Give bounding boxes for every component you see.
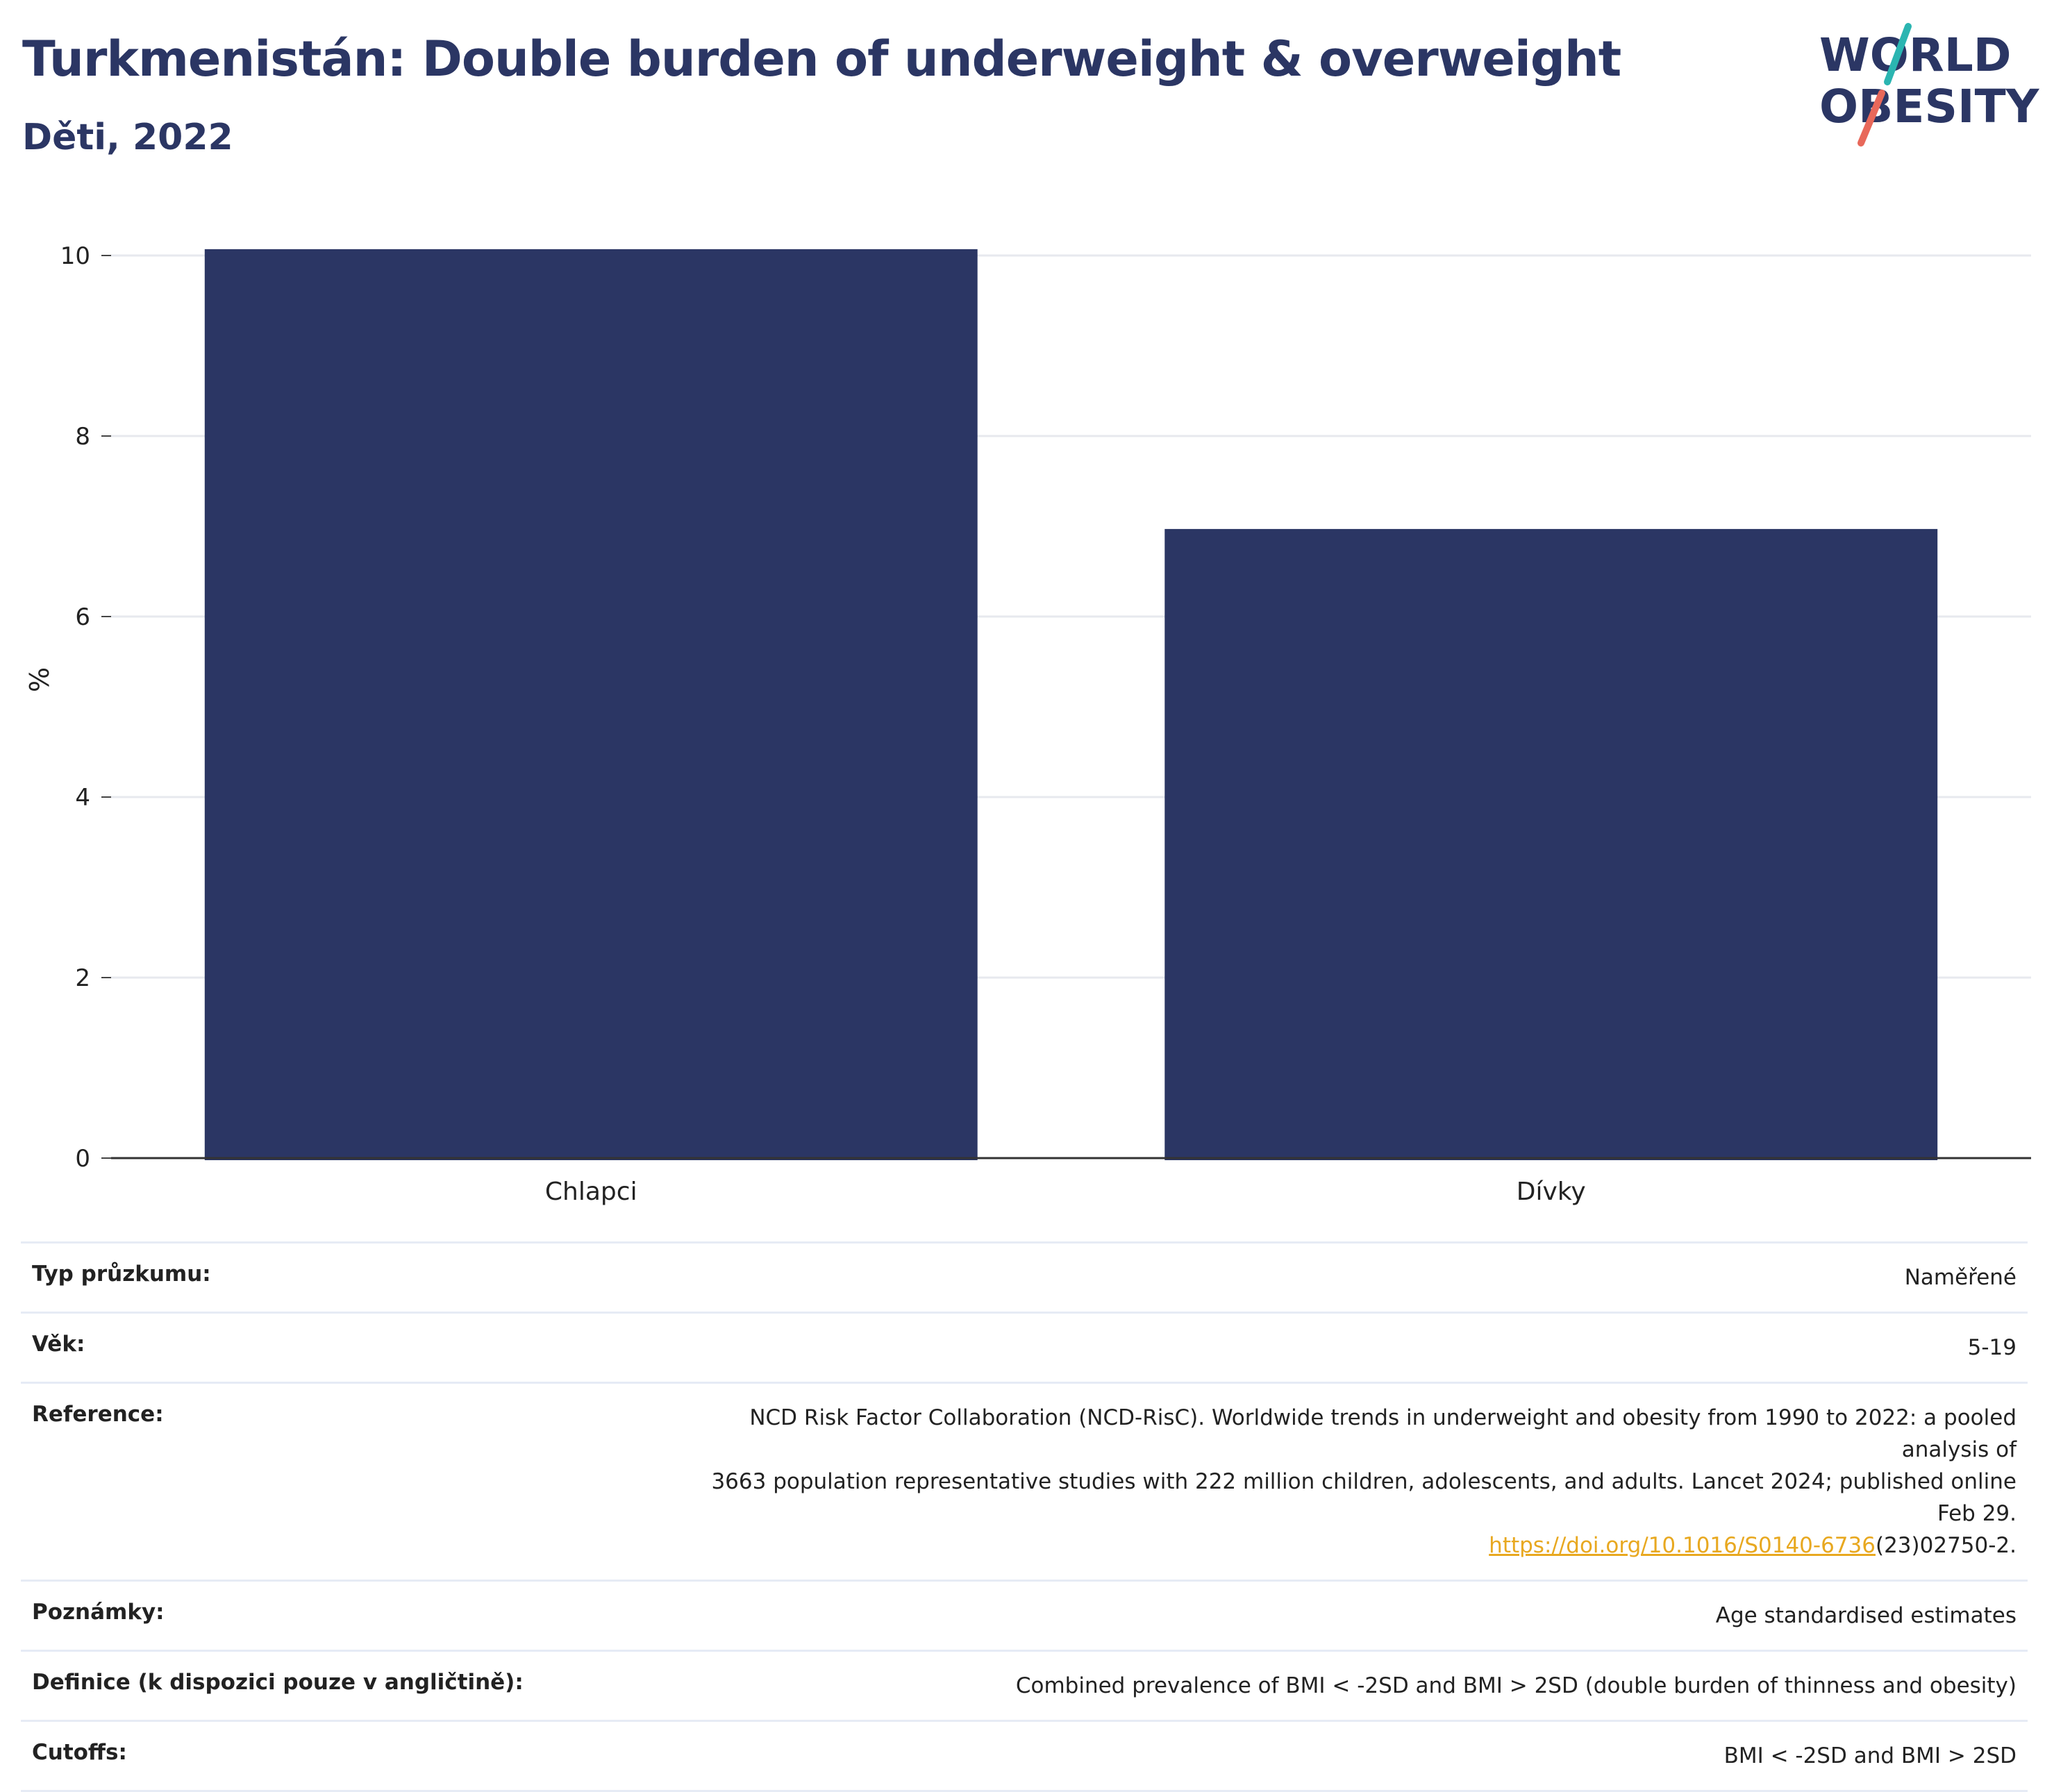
reference-line-1: NCD Risk Factor Collaboration (NCD-RisC)…	[749, 1405, 2017, 1462]
info-value: Age standardised estimates	[668, 1580, 2028, 1652]
axes: 0 2 4 6 8 10 Chlapci Dívky%	[24, 242, 2031, 1206]
bar[interactable]	[1164, 528, 1938, 1160]
y-tick-label: 10	[60, 242, 90, 270]
info-value: 5-19	[668, 1312, 2028, 1384]
bars	[204, 249, 1938, 1160]
info-value: Combined prevalence of BMI < -2SD and BM…	[668, 1650, 2028, 1722]
info-row-definition: Definice (k dispozici pouze v angličtině…	[21, 1650, 2028, 1722]
info-row-survey-type: Typ průzkumu: Naměřené	[21, 1241, 2028, 1314]
reference-line-2: 3663 population representative studies w…	[711, 1469, 2017, 1526]
doi-link[interactable]: https://doi.org/10.1016/S0140-6736	[1489, 1533, 1876, 1558]
info-row-age: Věk: 5-19	[21, 1312, 2028, 1384]
logo-coral-slash	[1857, 90, 1885, 146]
info-row-cutoffs: Cutoffs: BMI < -2SD and BMI > 2SD	[21, 1720, 2028, 1792]
x-tick-label: Chlapci	[545, 1178, 637, 1206]
reference-line-3: https://doi.org/10.1016/S0140-6736(23)02…	[679, 1530, 2017, 1561]
bar[interactable]	[204, 249, 978, 1160]
world-obesity-logo: WORLD OBESITY	[1819, 23, 2040, 146]
chart-subtitle: Děti, 2022	[22, 117, 233, 158]
y-tick-label: 0	[75, 1145, 90, 1173]
info-label: Cutoffs:	[21, 1720, 668, 1792]
y-tick-label: 6	[75, 603, 90, 631]
y-tick-label: 4	[75, 784, 90, 812]
info-value: Naměřené	[668, 1241, 2028, 1314]
logo-line-obesity: OBESITY	[1819, 80, 2040, 133]
y-tick-label: 2	[75, 964, 90, 992]
doi-suffix: (23)02750-2.	[1875, 1533, 2017, 1558]
bar-chart: 0 2 4 6 8 10 Chlapci Dívky%	[24, 242, 2031, 1206]
x-tick-label: Dívky	[1517, 1178, 1586, 1206]
info-value-reference: NCD Risk Factor Collaboration (NCD-RisC)…	[668, 1382, 2028, 1582]
y-tick-label: 8	[75, 423, 90, 451]
info-label: Definice (k dispozici pouze v angličtině…	[21, 1650, 668, 1722]
info-label: Poznámky:	[21, 1580, 668, 1652]
y-axis-label: %	[24, 667, 55, 692]
info-row-reference: Reference: NCD Risk Factor Collaboration…	[21, 1382, 2028, 1582]
info-table: Typ průzkumu: Naměřené Věk: 5-19 Referen…	[21, 1241, 2028, 1792]
logo-line-world: WORLD	[1819, 28, 2012, 82]
info-label: Věk:	[21, 1312, 668, 1384]
info-row-notes: Poznámky: Age standardised estimates	[21, 1580, 2028, 1652]
info-label: Reference:	[21, 1382, 668, 1582]
info-value: BMI < -2SD and BMI > 2SD	[668, 1720, 2028, 1792]
logo-teal-slash	[1884, 23, 1912, 85]
info-label: Typ průzkumu:	[21, 1241, 668, 1314]
chart-title: Turkmenistán: Double burden of underweig…	[22, 31, 1621, 87]
